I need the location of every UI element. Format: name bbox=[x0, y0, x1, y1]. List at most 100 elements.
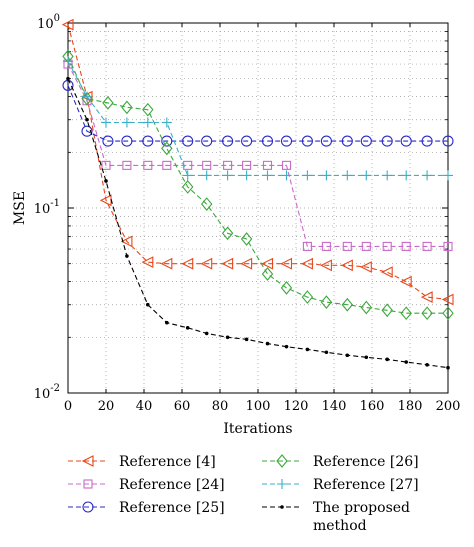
data-point bbox=[202, 160, 212, 170]
data-point bbox=[146, 302, 150, 307]
data-point bbox=[142, 135, 154, 147]
data-point bbox=[360, 135, 372, 147]
data-point bbox=[122, 160, 132, 170]
data-point bbox=[360, 261, 372, 273]
data-point bbox=[341, 135, 353, 147]
axis-ticks: 0 20 40 60 80 100 120 140 160 180 200 100 10-1 10-2 bbox=[34, 13, 461, 414]
data-point bbox=[104, 179, 108, 183]
data-point bbox=[66, 76, 70, 81]
data-point bbox=[204, 331, 209, 336]
data-point bbox=[421, 135, 433, 147]
legend: Reference [4] Reference [24] Reference [25… bbox=[68, 454, 419, 534]
data-point bbox=[301, 257, 313, 270]
legend-marker bbox=[81, 455, 94, 467]
legend-marker bbox=[82, 501, 94, 513]
data-point bbox=[361, 241, 371, 251]
legend-marker bbox=[280, 505, 284, 509]
x-tick-label: 200 bbox=[436, 399, 461, 414]
data-point bbox=[222, 170, 233, 181]
data-point bbox=[222, 135, 234, 147]
data-point bbox=[101, 160, 111, 170]
data-point bbox=[262, 170, 273, 181]
data-point bbox=[302, 170, 313, 181]
data-point bbox=[281, 160, 292, 170]
legend-label: Reference [24] bbox=[119, 477, 225, 493]
data-point bbox=[241, 170, 252, 181]
data-point bbox=[201, 135, 213, 147]
data-point bbox=[242, 160, 252, 170]
legend-marker bbox=[83, 479, 93, 489]
data-point bbox=[143, 160, 153, 170]
data-point bbox=[262, 160, 273, 170]
data-point bbox=[142, 102, 154, 117]
data-point bbox=[281, 170, 292, 181]
series-line-6 bbox=[67, 78, 449, 369]
x-tick-label: 40 bbox=[136, 399, 153, 414]
legend-item-2: Reference [24] bbox=[68, 477, 225, 493]
data-point bbox=[261, 257, 274, 270]
series-1 bbox=[61, 18, 454, 306]
data-point bbox=[420, 291, 433, 303]
legend-label: Reference [26] bbox=[313, 454, 419, 470]
series-2 bbox=[63, 59, 453, 251]
data-point bbox=[142, 117, 153, 128]
legend-marker bbox=[277, 479, 287, 489]
data-point bbox=[361, 170, 372, 181]
data-point bbox=[324, 350, 329, 355]
data-point bbox=[201, 170, 212, 181]
data-point bbox=[280, 257, 293, 270]
data-point bbox=[63, 56, 73, 67]
y-axis-label: MSE bbox=[12, 191, 28, 225]
data-point bbox=[125, 254, 129, 258]
data-point bbox=[341, 259, 353, 272]
series-4 bbox=[62, 49, 454, 321]
data-point bbox=[305, 347, 310, 352]
data-point bbox=[223, 160, 233, 170]
data-point bbox=[284, 344, 289, 349]
data-point bbox=[85, 117, 89, 122]
legend-item-6: The proposed method bbox=[262, 500, 410, 534]
data-point bbox=[181, 180, 194, 194]
data-point bbox=[345, 353, 350, 358]
series-line-4 bbox=[67, 56, 448, 314]
data-point bbox=[425, 363, 429, 367]
y-tick-label: 10-2 bbox=[34, 383, 60, 402]
data-point bbox=[241, 135, 253, 147]
x-tick-label: 80 bbox=[212, 399, 229, 414]
series-5 bbox=[63, 56, 453, 181]
data-point bbox=[160, 257, 173, 270]
data-point bbox=[102, 135, 114, 147]
legend-item-1: Reference [4] bbox=[68, 454, 216, 470]
data-point bbox=[165, 320, 169, 325]
legend-item-4: Reference [26] bbox=[262, 454, 419, 470]
data-point bbox=[182, 135, 194, 147]
data-point bbox=[360, 300, 373, 315]
data-point bbox=[181, 257, 194, 270]
data-point bbox=[61, 18, 74, 31]
data-point bbox=[400, 135, 412, 147]
data-point bbox=[400, 306, 412, 321]
data-point bbox=[401, 170, 412, 181]
data-point bbox=[221, 226, 234, 241]
data-point bbox=[341, 297, 354, 312]
x-tick-label: 140 bbox=[322, 399, 347, 414]
x-axis-label: Iterations bbox=[223, 421, 292, 437]
data-point bbox=[161, 117, 172, 128]
data-point bbox=[182, 170, 193, 181]
data-point bbox=[399, 275, 412, 288]
data-point bbox=[404, 360, 409, 364]
y-tick-label: 100 bbox=[37, 13, 60, 32]
data-point bbox=[200, 257, 213, 270]
x-tick-label: 100 bbox=[246, 399, 271, 414]
data-point bbox=[364, 355, 369, 360]
data-point bbox=[200, 197, 213, 211]
x-tick-label: 20 bbox=[98, 399, 115, 414]
data-point bbox=[320, 135, 332, 147]
x-tick-label: 160 bbox=[360, 399, 385, 414]
data-point bbox=[240, 257, 253, 270]
data-point bbox=[225, 335, 230, 340]
data-point bbox=[321, 241, 331, 251]
data-point bbox=[82, 91, 92, 102]
data-point bbox=[261, 267, 274, 281]
